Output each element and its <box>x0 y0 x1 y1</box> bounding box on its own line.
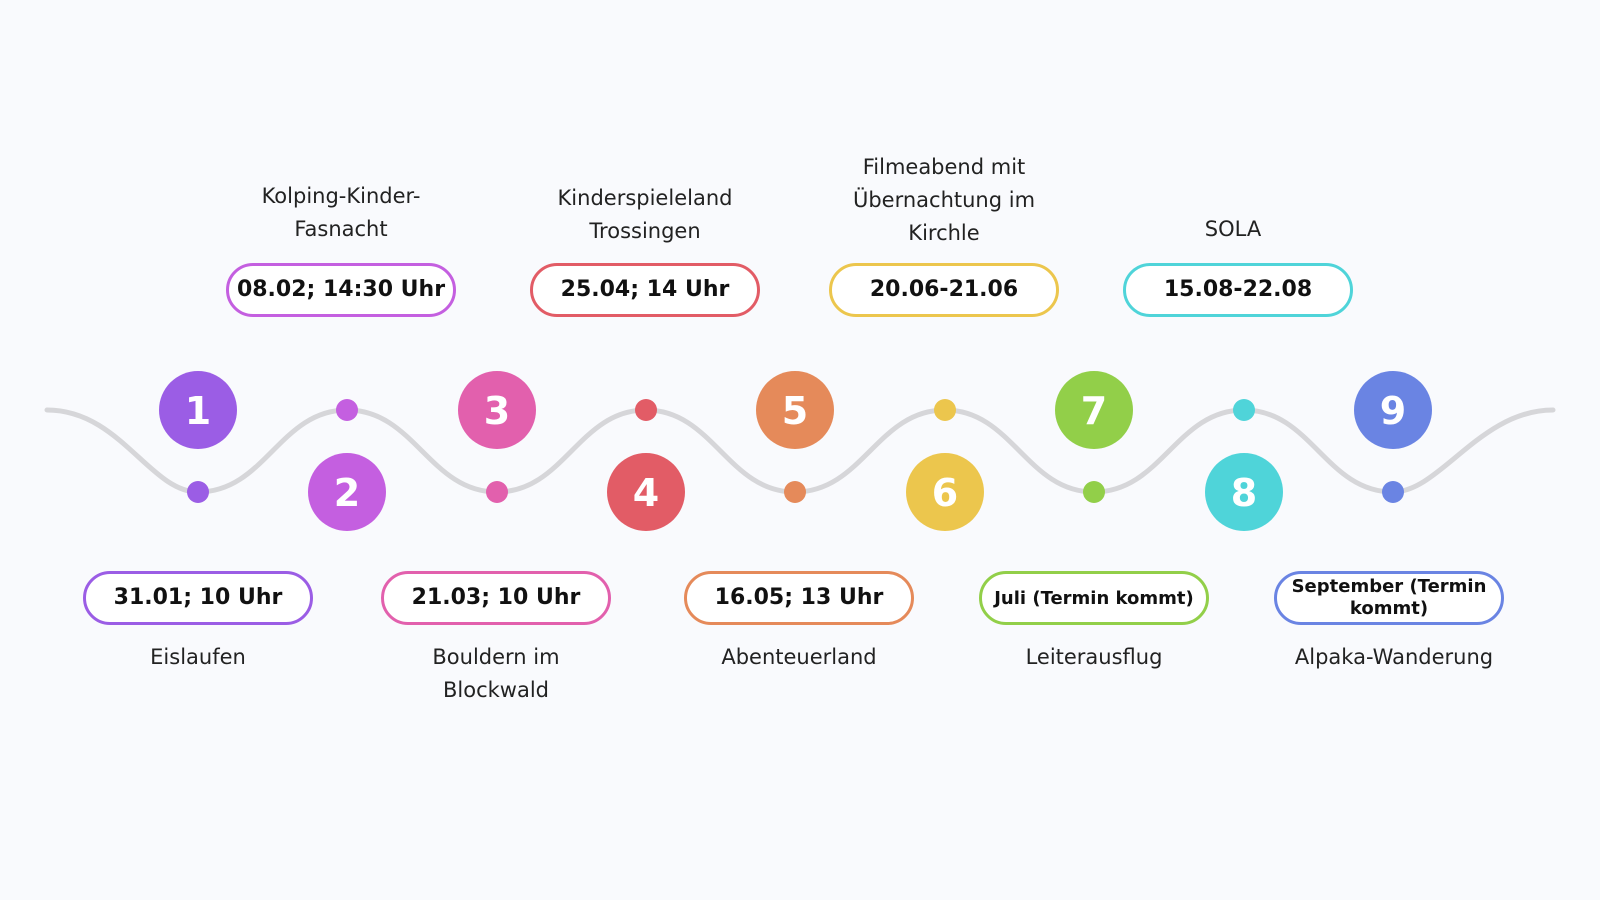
event-1-wave-dot <box>187 481 209 503</box>
event-8-title: SOLA <box>1204 217 1262 241</box>
event-6-number-text: 6 <box>932 471 958 515</box>
event-4-wave-dot <box>635 399 657 421</box>
event-4-number-circle <box>607 453 685 531</box>
event-1-number-circle <box>159 371 237 449</box>
event-1-date-pill: 31.01; 10 Uhr <box>83 571 313 625</box>
event-7-number-circle <box>1055 371 1133 449</box>
event-2-number-text: 2 <box>334 471 360 515</box>
event-8-wave-dot <box>1233 399 1255 421</box>
event-5-number-text: 5 <box>782 389 808 433</box>
event-9-date-pill: September (Termin kommt) <box>1274 571 1504 625</box>
event-3-number-text: 3 <box>484 389 510 433</box>
event-2-title: Kolping-Kinder-Fasnacht <box>261 184 421 241</box>
event-3-wave-dot <box>486 481 508 503</box>
event-8-date-pill: 15.08-22.08 <box>1123 263 1353 317</box>
event-6-wave-dot <box>934 399 956 421</box>
event-9-wave-dot <box>1382 481 1404 503</box>
event-5-number-circle <box>756 371 834 449</box>
event-2-date-pill: 08.02; 14:30 Uhr <box>226 263 456 317</box>
event-9-title: Alpaka-Wanderung <box>1294 645 1494 669</box>
event-6-number-circle <box>906 453 984 531</box>
event-9-number-circle <box>1354 371 1432 449</box>
event-5-date-pill: 16.05; 13 Uhr <box>684 571 914 625</box>
event-7-wave-dot <box>1083 481 1105 503</box>
event-7-date-pill: Juli (Termin kommt) <box>979 571 1209 625</box>
event-3-date-pill: 21.03; 10 Uhr <box>381 571 611 625</box>
event-8-number-circle <box>1205 453 1283 531</box>
event-7-title: Leiterausflug <box>1025 645 1163 669</box>
event-9-number-text: 9 <box>1380 389 1406 433</box>
event-1-number-text: 1 <box>185 389 211 433</box>
event-6-title: Filmeabend mit Übernachtung im Kirchle <box>852 155 1036 245</box>
event-4-date-pill: 25.04; 14 Uhr <box>530 263 760 317</box>
event-2-wave-dot <box>336 399 358 421</box>
event-6-date-pill: 20.06-21.06 <box>829 263 1059 317</box>
event-3-title: Bouldern im Blockwald <box>432 645 560 702</box>
event-8-number-text: 8 <box>1231 471 1257 515</box>
event-4-title: Kinderspieleland Trossingen <box>557 186 733 243</box>
event-5-title: Abenteuerland <box>721 645 877 669</box>
event-4-number-text: 4 <box>633 471 659 515</box>
event-2-number-circle <box>308 453 386 531</box>
event-3-number-circle <box>458 371 536 449</box>
event-7-number-text: 7 <box>1081 389 1107 433</box>
event-5-wave-dot <box>784 481 806 503</box>
event-1-title: Eislaufen <box>150 645 246 669</box>
